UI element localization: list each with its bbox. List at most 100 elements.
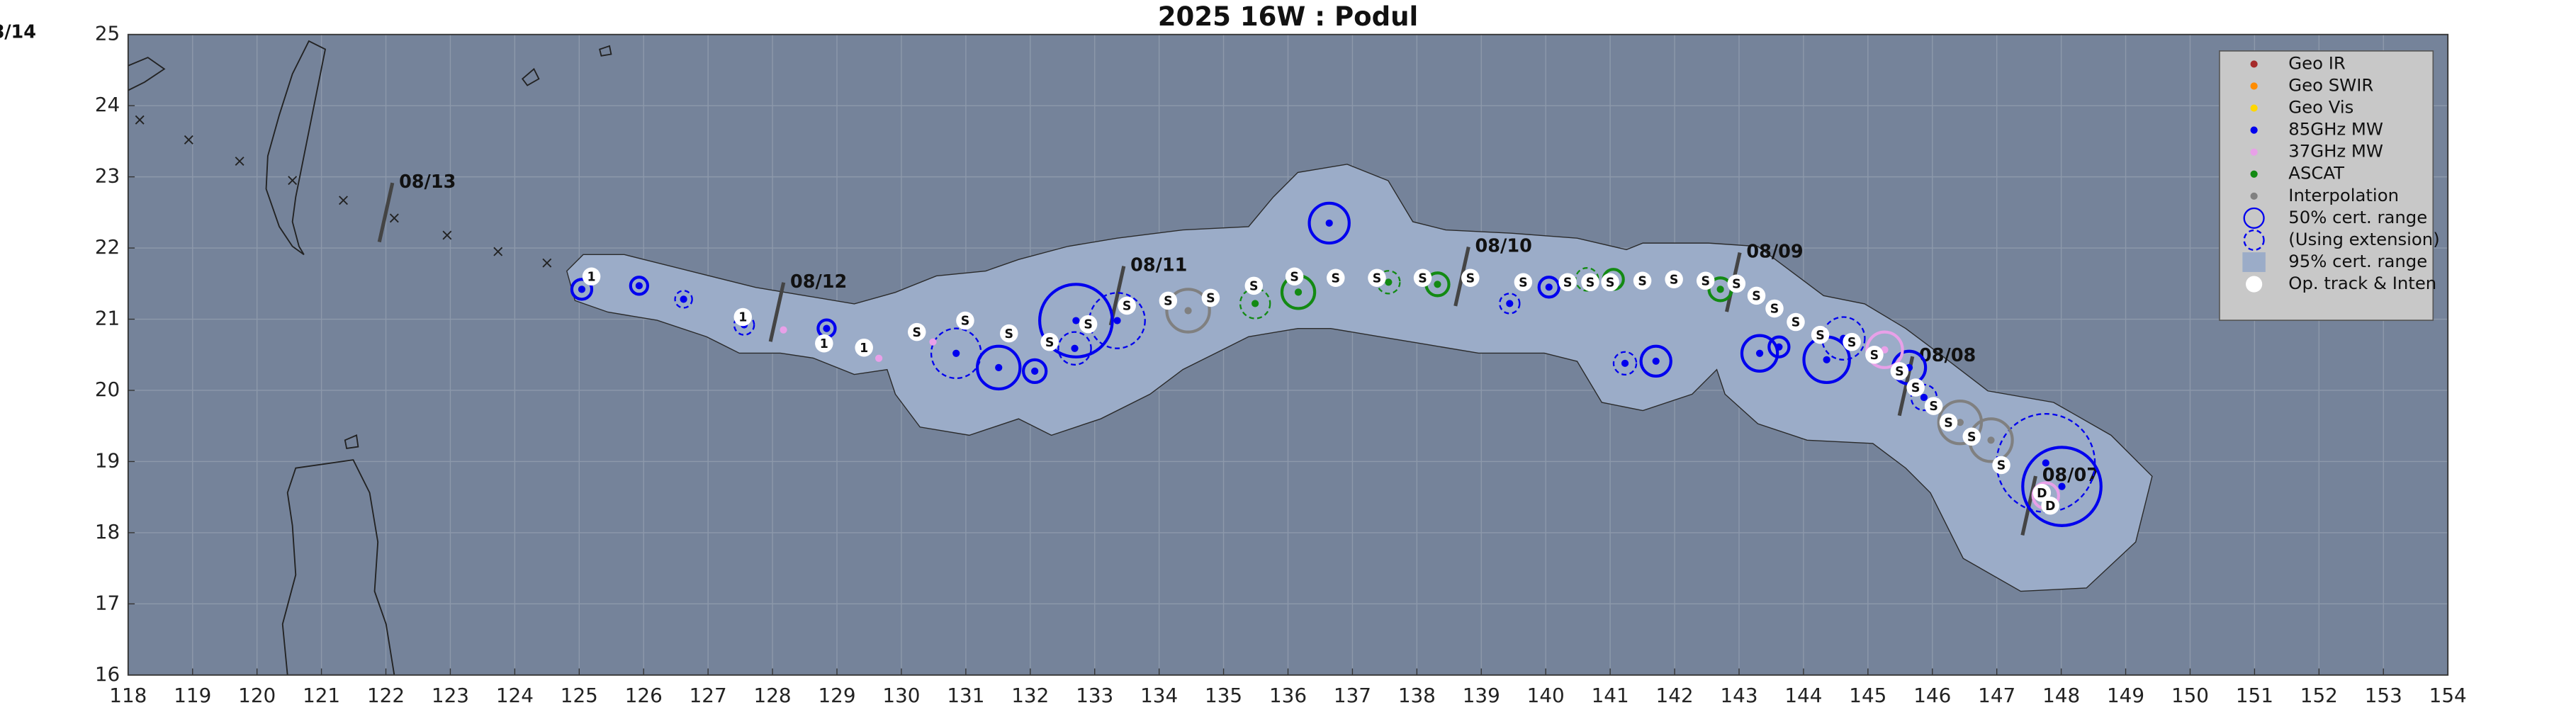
intensity-label: S (1606, 276, 1615, 290)
x-tick-label: 134 (1140, 684, 1178, 707)
op-track-point (1159, 291, 1178, 310)
past-track-point (135, 115, 145, 125)
legend-label: ASCAT (2288, 163, 2344, 183)
op-track-point (1285, 267, 1304, 286)
intensity-label: S (1670, 273, 1679, 287)
intensity-label: S (1792, 316, 1801, 330)
intensity-label: S (1123, 300, 1132, 314)
certainty-circle (1499, 293, 1521, 315)
intensity-label: S (1586, 276, 1595, 290)
certainty-circle (1057, 331, 1092, 366)
op-track-point (1558, 273, 1577, 292)
x-tick-label: 131 (947, 684, 984, 707)
date-label: 08/13 (399, 171, 456, 193)
legend-label: 95% cert. range (2288, 251, 2427, 271)
x-tick-label: 119 (174, 684, 211, 707)
intensity-label: 1 (587, 270, 596, 284)
op-track-point (1665, 270, 1683, 289)
x-tick-label: 149 (2107, 684, 2144, 707)
intensity-label: S (961, 315, 970, 329)
intensity-label: S (1373, 271, 1382, 286)
op-track-point (1000, 324, 1018, 343)
intensity-label: S (1466, 271, 1475, 286)
intensity-label: S (1332, 271, 1341, 286)
intensity-label: S (1870, 349, 1879, 363)
intensity-label: S (1249, 279, 1259, 293)
intensity-label: S (1770, 303, 1779, 317)
intensity-label: S (913, 326, 922, 340)
fix-point (1881, 346, 1889, 354)
x-tick-label: 142 (1656, 684, 1694, 707)
y-tick-label: 17 (95, 591, 120, 614)
fix-point (1956, 419, 1964, 426)
fix-point (1031, 367, 1039, 375)
op-track-point (1727, 274, 1746, 293)
op-track-point (1939, 413, 1958, 431)
op-track-point (1244, 276, 1264, 295)
legend-marker (2250, 170, 2258, 178)
fix-point (1113, 317, 1121, 324)
intensity-label: S (1816, 329, 1825, 343)
past-track-point (442, 230, 452, 240)
op-track-point (1865, 346, 1884, 364)
y-tick-label: 16 (95, 662, 120, 686)
certainty-region (566, 164, 2153, 592)
x-tick-label: 123 (432, 684, 469, 707)
fix-point (995, 363, 1003, 371)
legend-label: (Using extension) (2288, 229, 2439, 249)
op-track-point (1890, 362, 1909, 380)
op-track-point (1765, 299, 1784, 318)
fix-point (578, 286, 586, 293)
x-tick-label: 129 (818, 684, 855, 707)
fix-point (1072, 317, 1080, 324)
y-tick-label: 23 (95, 164, 120, 188)
date-label: 08/08 (1919, 345, 1976, 366)
coastline (281, 459, 395, 675)
op-track-point (1368, 269, 1386, 288)
intensity-label: S (1997, 459, 2006, 473)
fix-point (1775, 343, 1783, 351)
fix-point (1184, 307, 1192, 315)
past-track-point (235, 157, 244, 166)
op-track-point (855, 338, 873, 357)
intensity-label: S (1563, 276, 1573, 290)
fix-point (1823, 356, 1830, 363)
x-tick-label: 138 (1398, 684, 1436, 707)
date-label: 08/11 (1130, 255, 1187, 276)
x-tick-label: 147 (1978, 684, 2015, 707)
x-tick-label: 153 (2365, 684, 2402, 707)
certainty-circle (629, 276, 650, 296)
op-track-point (908, 322, 926, 341)
coastline (265, 40, 327, 256)
fix-point (1545, 283, 1553, 291)
legend-marker (2242, 252, 2266, 272)
legend-marker (2250, 104, 2258, 112)
x-tick-label: 140 (1527, 684, 1565, 707)
fix-point (1652, 357, 1660, 365)
certainty-circle (1767, 335, 1791, 358)
x-tick-label: 133 (1076, 684, 1113, 707)
fix-point (929, 338, 937, 346)
op-track-point (1581, 273, 1599, 292)
x-tick-label: 141 (1592, 684, 1629, 707)
op-track-point (1992, 456, 2010, 475)
legend-label: Geo IR (2288, 52, 2346, 73)
y-tick-label: 21 (95, 307, 120, 330)
legend-label: Op. track & Inten (2288, 273, 2436, 293)
date-label: 08/09 (1746, 242, 1803, 263)
certainty-circle (733, 314, 755, 336)
fix-point (1920, 393, 1928, 402)
legend-label: 50% cert. range (2288, 207, 2427, 227)
certainty-circle (1089, 292, 1146, 349)
y-tick-label: 24 (95, 93, 120, 116)
past-track-point (339, 196, 348, 205)
op-track-point (1040, 332, 1059, 351)
x-tick-label: 144 (1784, 684, 1822, 707)
coastline (128, 45, 612, 449)
op-track-point (733, 307, 753, 327)
op-track-point (1843, 332, 1861, 351)
intensity-label: S (1944, 416, 1953, 430)
